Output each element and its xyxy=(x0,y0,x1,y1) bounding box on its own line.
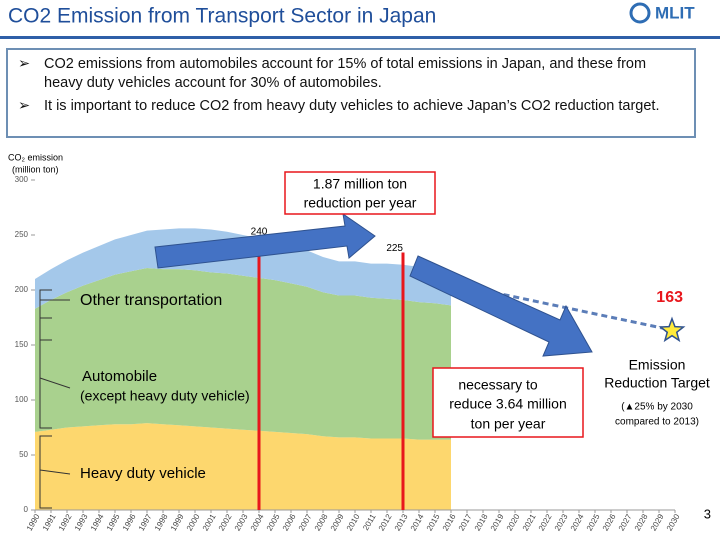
x-tick-label: 1996 xyxy=(121,512,138,532)
y-tick-label: 150 xyxy=(15,340,29,349)
x-tick-label: 1994 xyxy=(89,512,106,532)
x-tick-label: 2004 xyxy=(249,512,266,532)
x-tick-label: 2020 xyxy=(505,512,522,532)
point-label: 225 xyxy=(386,243,403,254)
callout-text: reduce 3.64 million xyxy=(449,396,567,412)
x-tick-label: 2010 xyxy=(345,512,362,532)
arrow xyxy=(154,212,376,269)
x-tick-label: 1999 xyxy=(169,512,186,532)
logo-icon xyxy=(629,2,651,24)
x-tick-label: 2012 xyxy=(377,512,394,532)
title-rule xyxy=(0,36,720,39)
target-label: Reduction Target xyxy=(604,375,710,391)
area xyxy=(35,268,451,440)
x-tick-label: 1995 xyxy=(105,512,122,532)
y-tick-label: 100 xyxy=(15,395,29,404)
y-tick-label: 200 xyxy=(15,285,29,294)
x-tick-label: 1998 xyxy=(153,512,170,532)
x-tick-label: 2029 xyxy=(649,512,666,532)
y-tick-label: 0 xyxy=(24,505,29,514)
x-tick-label: 2026 xyxy=(601,512,618,532)
x-tick-label: 2007 xyxy=(297,512,314,532)
logo-text: MLIT xyxy=(655,3,695,22)
brace xyxy=(39,317,71,429)
x-tick-label: 2005 xyxy=(265,512,282,532)
x-tick-label: 2023 xyxy=(553,512,570,532)
arrow xyxy=(409,255,593,357)
x-tick-label: 2006 xyxy=(281,512,298,532)
callout-text: 1.87 million ton xyxy=(313,176,407,192)
x-tick-label: 2028 xyxy=(633,512,650,532)
series-label: Other transportation xyxy=(80,292,222,309)
x-tick-label: 2002 xyxy=(217,512,234,532)
bullet-box: CO2 emissions from automobiles account f… xyxy=(6,48,696,138)
x-tick-label: 2001 xyxy=(201,512,218,532)
callout-box xyxy=(284,171,436,215)
x-tick-label: 2003 xyxy=(233,512,250,532)
brace xyxy=(39,435,71,509)
slide-title: CO2 Emission from Transport Sector in Ja… xyxy=(8,5,436,28)
x-tick-label: 2021 xyxy=(521,512,538,532)
x-tick-label: 2027 xyxy=(617,512,634,532)
y-axis-label: CO₂ emission xyxy=(8,152,63,162)
target-note: (▲25% by 2030 xyxy=(621,402,693,413)
x-tick-label: 2013 xyxy=(393,512,410,532)
x-tick-label: 2025 xyxy=(585,512,602,532)
x-tick-label: 2030 xyxy=(665,512,682,532)
series-sublabel: (except heavy duty vehicle) xyxy=(80,388,250,404)
y-tick-label: 250 xyxy=(15,230,29,239)
target-label: Emission xyxy=(629,357,686,373)
y-tick-label: 300 xyxy=(15,175,29,184)
y-axis-label: (million ton) xyxy=(12,164,59,174)
x-tick-label: 2019 xyxy=(489,512,506,532)
x-tick-label: 1990 xyxy=(25,512,42,532)
x-tick-label: 1992 xyxy=(57,512,74,532)
x-tick-label: 1991 xyxy=(41,512,58,532)
x-tick-label: 2011 xyxy=(361,512,378,532)
brace xyxy=(39,289,70,341)
target-star xyxy=(658,316,686,343)
target-note: compared to 2013) xyxy=(615,417,699,428)
y-tick-label: 50 xyxy=(19,450,28,459)
callout-text: ton per year xyxy=(471,416,546,432)
callout-text: reduction per year xyxy=(304,195,417,211)
x-tick-label: 1993 xyxy=(73,512,90,532)
x-tick-label: 2008 xyxy=(313,512,330,532)
page-number: 3 xyxy=(704,506,711,521)
x-tick-label: 2000 xyxy=(185,512,202,532)
series-label: Heavy duty vehicle xyxy=(80,465,206,482)
x-tick-label: 2015 xyxy=(425,512,442,532)
x-tick-label: 2024 xyxy=(569,512,586,532)
area xyxy=(35,423,451,510)
series-label: Automobile xyxy=(82,368,157,385)
area xyxy=(35,228,451,309)
bullet: CO2 emissions from automobiles account f… xyxy=(18,55,686,93)
x-tick-label: 2018 xyxy=(473,512,490,532)
target-value: 163 xyxy=(656,289,683,306)
x-tick-label: 1997 xyxy=(137,512,154,532)
x-tick-label: 2017 xyxy=(457,512,474,532)
x-tick-label: 2016 xyxy=(441,512,458,532)
x-tick-label: 2022 xyxy=(537,512,554,532)
bullet: It is important to reduce CO2 from heavy… xyxy=(18,97,686,116)
x-tick-label: 2009 xyxy=(329,512,346,532)
callout-text: necessary to xyxy=(458,377,538,393)
callout-box xyxy=(432,367,584,438)
x-tick-label: 2014 xyxy=(409,512,426,532)
point-label: 240 xyxy=(251,227,268,238)
